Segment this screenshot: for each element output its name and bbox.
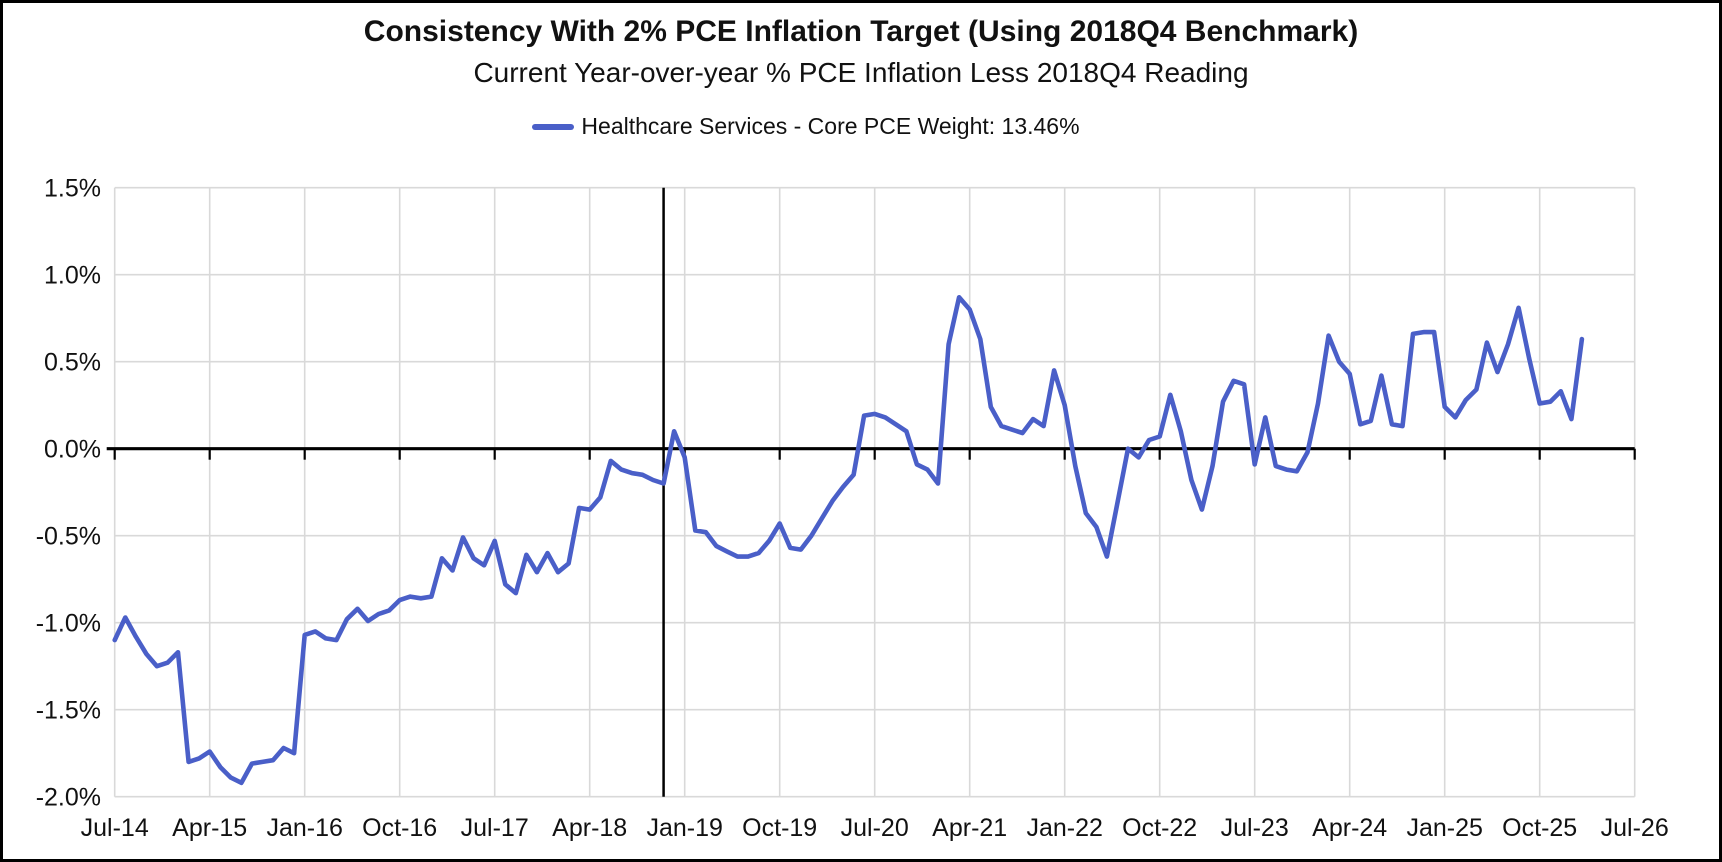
y-tick-label: -2.0% — [36, 784, 101, 812]
x-tick-label: Jan-19 — [646, 814, 722, 842]
legend-line-swatch — [532, 123, 575, 130]
x-tick-label: Jul-17 — [461, 814, 529, 842]
x-tick-label: Jul-26 — [1601, 814, 1669, 842]
x-tick-label: Apr-21 — [932, 814, 1007, 842]
x-tick-label: Jul-14 — [81, 814, 149, 842]
x-tick-label: Jul-20 — [841, 814, 909, 842]
chart-subtitle: Current Year-over-year % PCE Inflation L… — [473, 57, 1249, 88]
legend-series-label: Healthcare Services - Core PCE Weight: 1… — [581, 113, 1080, 139]
x-tick-label: Oct-25 — [1502, 814, 1577, 842]
plot-area: 1.5%1.0%0.5%0.0%-0.5%-1.0%-1.5%-2.0%Jul-… — [36, 175, 1669, 842]
series-line-healthcare — [112, 294, 1585, 786]
x-tick-label: Oct-16 — [362, 814, 437, 842]
x-tick-label: Jan-16 — [266, 814, 342, 842]
x-tick-label: Oct-19 — [742, 814, 817, 842]
y-tick-label: -1.5% — [36, 697, 101, 725]
y-tick-label: -0.5% — [36, 523, 101, 551]
y-tick-label: 1.0% — [44, 262, 101, 290]
y-tick-label: 1.5% — [44, 175, 101, 203]
x-tick-label: Apr-15 — [172, 814, 247, 842]
x-tick-label: Jan-22 — [1026, 814, 1102, 842]
x-tick-label: Jul-23 — [1221, 814, 1289, 842]
y-tick-label: -1.0% — [36, 610, 101, 638]
chart-title: Consistency With 2% PCE Inflation Target… — [363, 15, 1359, 48]
chart-legend: Healthcare Services - Core PCE Weight: 1… — [3, 113, 1664, 140]
x-tick-label: Apr-24 — [1312, 814, 1387, 842]
x-tick-label: Jan-25 — [1406, 814, 1482, 842]
y-tick-label: 0.5% — [44, 349, 101, 377]
x-tick-label: Apr-18 — [552, 814, 627, 842]
y-tick-label: 0.0% — [44, 436, 101, 464]
x-tick-label: Oct-22 — [1122, 814, 1197, 842]
